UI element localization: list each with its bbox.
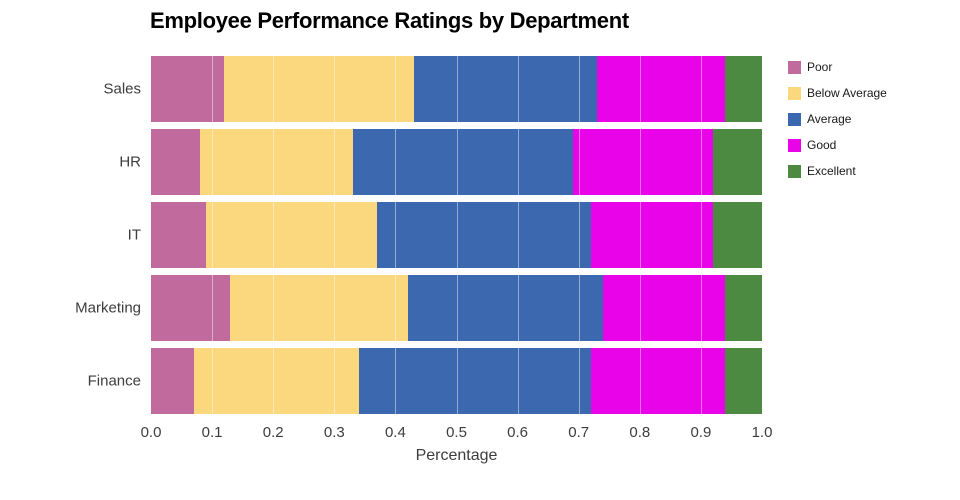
stacked-bar	[151, 202, 762, 268]
y-tick-label: HR	[119, 153, 141, 171]
bar-segment-good	[597, 56, 726, 122]
y-tick-label: Sales	[103, 80, 141, 98]
bar-segment-good	[603, 275, 726, 341]
bar-segment-below-average	[224, 56, 414, 122]
legend-label: Poor	[807, 60, 833, 74]
legend-item-below-average: Below Average	[788, 86, 887, 100]
bar-row-it: IT	[128, 202, 762, 268]
x-tick-label: 0.8	[629, 424, 651, 441]
bar-segment-excellent	[725, 275, 762, 341]
x-tick-label: 0.1	[201, 424, 223, 441]
legend-item-average: Average	[788, 112, 887, 126]
bar-row-marketing: Marketing	[75, 275, 762, 341]
x-tick-label: 0.2	[262, 424, 284, 441]
stacked-bar	[151, 56, 762, 122]
bar-segment-excellent	[713, 129, 762, 195]
x-tick-label: 0.4	[384, 424, 406, 441]
bar-segment-average	[413, 56, 598, 122]
x-axis: 0.0 0.1 0.2 0.3 0.4 0.5 0.6 0.7 0.8 0.9 1.0	[141, 424, 773, 442]
x-tick-label: 0.5	[446, 424, 467, 441]
x-axis-label: Percentage	[415, 447, 498, 464]
stacked-bar	[151, 275, 762, 341]
legend-item-good: Good	[788, 138, 887, 152]
x-tick-label: 1.0	[751, 424, 773, 441]
plot-area: Sales HR IT Marketing Finance	[75, 56, 762, 414]
bar-segment-below-average	[199, 129, 353, 195]
legend-swatch-below-average	[788, 86, 801, 100]
legend-swatch-average	[788, 112, 801, 126]
chart-title: Employee Performance Ratings by Departme…	[150, 8, 629, 33]
y-tick-label: Marketing	[75, 299, 141, 317]
legend-swatch-good	[788, 138, 801, 152]
stacked-bar	[151, 129, 762, 195]
bar-row-sales: Sales	[103, 56, 762, 122]
bar-segment-below-average	[193, 348, 359, 414]
y-tick-label: IT	[127, 226, 141, 244]
bar-segment-excellent	[725, 56, 762, 122]
bar-row-finance: Finance	[88, 348, 762, 414]
x-tick-label: 0.9	[690, 424, 712, 441]
bar-segment-average	[358, 348, 591, 414]
legend-swatch-poor	[788, 60, 801, 74]
legend-label: Average	[807, 112, 852, 126]
legend-swatch-excellent	[788, 164, 801, 178]
x-tick-label: 0.6	[507, 424, 529, 441]
bar-segment-average	[352, 129, 573, 195]
bar-segment-below-average	[205, 202, 378, 268]
stacked-bar	[151, 348, 762, 414]
bar-segment-good	[590, 202, 714, 268]
bar-segment-poor	[151, 275, 231, 341]
bar-segment-average	[377, 202, 591, 268]
bar-segment-good	[572, 129, 714, 195]
bar-segment-good	[590, 348, 726, 414]
legend-label: Excellent	[807, 164, 856, 178]
bar-segment-poor	[151, 129, 200, 195]
legend-item-excellent: Excellent	[788, 164, 887, 178]
legend: Poor Below Average Average Good Excellent	[788, 60, 887, 190]
x-tick-label: 0.7	[568, 424, 590, 441]
bar-segment-below-average	[230, 275, 408, 341]
legend-label: Below Average	[807, 86, 887, 100]
legend-item-poor: Poor	[788, 60, 887, 74]
bar-row-hr: HR	[119, 129, 762, 195]
bar-segment-average	[407, 275, 604, 341]
bar-segment-excellent	[725, 348, 762, 414]
bar-segment-poor	[151, 202, 206, 268]
bar-segment-poor	[151, 348, 194, 414]
legend-label: Good	[807, 138, 837, 152]
y-tick-label: Finance	[87, 372, 141, 390]
x-tick-label: 0.0	[140, 424, 162, 441]
bar-segment-poor	[151, 56, 225, 122]
bar-segment-excellent	[713, 202, 762, 268]
x-tick-label: 0.3	[323, 424, 345, 441]
